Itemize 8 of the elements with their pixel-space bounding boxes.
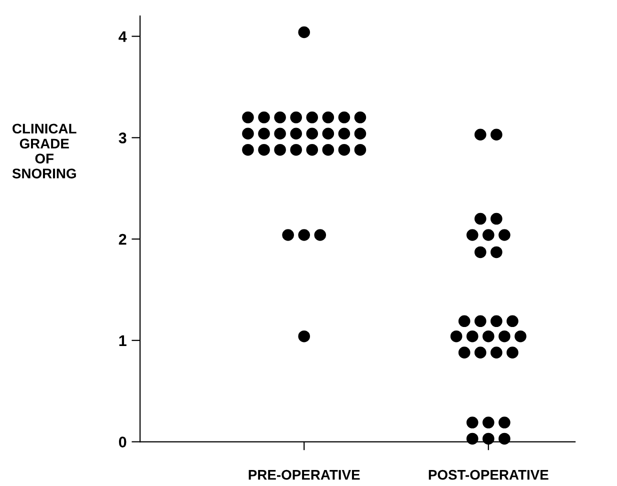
y-tick-label: 3	[118, 132, 126, 144]
x-tick-label: POST-OPERATIVE	[428, 470, 548, 480]
y-tick-label: 4	[118, 31, 127, 42]
y-tick-label: 2	[118, 234, 126, 245]
x-tick-label: PRE-OPERATIVE	[248, 470, 360, 480]
y-tick-label: 1	[119, 335, 126, 346]
y-tick-label: 0	[118, 436, 126, 448]
y-axis-title: CLINICAL GRADE OF SNORING	[12, 124, 76, 178]
